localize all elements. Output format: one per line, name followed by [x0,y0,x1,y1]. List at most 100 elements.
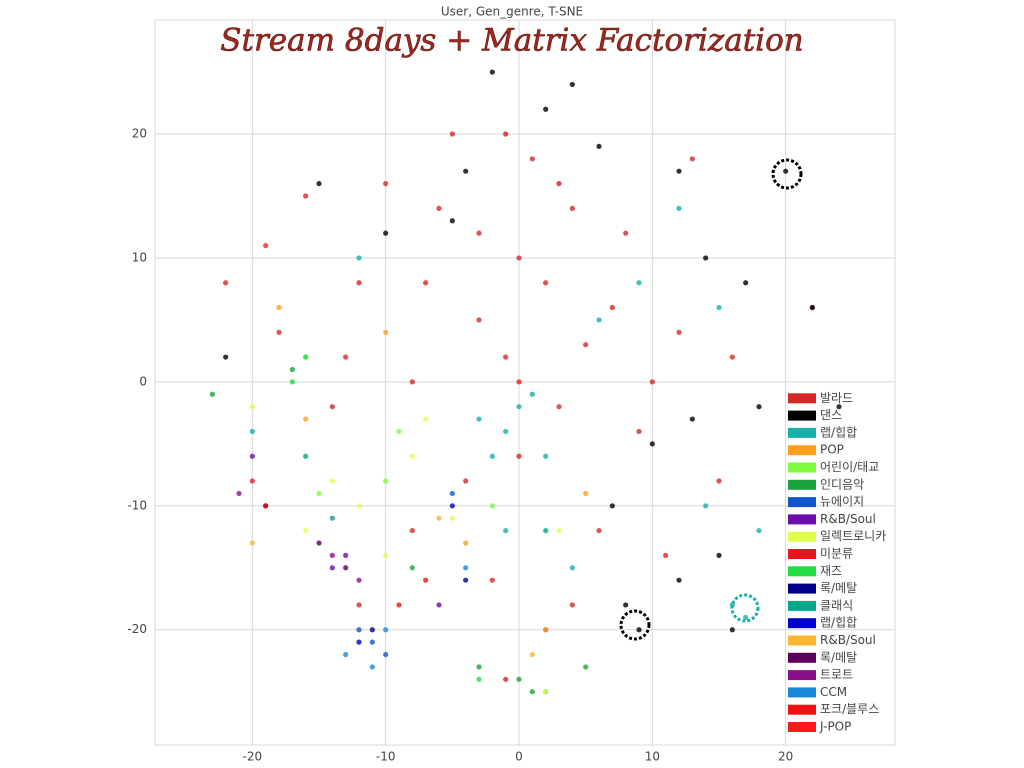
point [569,565,575,571]
point [303,416,309,422]
point [636,280,642,286]
point [276,304,282,311]
point [409,379,415,385]
point [303,354,309,360]
y-tick-label: 10 [132,250,147,264]
highlight-ring [619,609,651,641]
point [716,304,722,311]
legend-swatch [788,427,816,438]
y-tick-label: 20 [132,127,147,141]
point [609,503,615,509]
y-tick-label: -20 [127,622,147,636]
legend-label: POP [820,443,844,457]
point [476,664,482,670]
point [743,280,749,286]
legend-swatch [788,566,816,577]
point [409,565,415,571]
point [249,428,255,435]
legend-label: 일렉트로니카 [820,529,886,543]
point [356,280,362,286]
point [436,205,442,211]
point [676,577,682,583]
point [396,428,402,435]
point [556,527,562,534]
point [636,627,642,633]
highlight-ring [771,158,803,190]
legend-swatch [788,462,816,473]
point [516,255,522,261]
x-tick-label: -20 [243,750,263,764]
point [409,527,415,534]
point [543,527,549,534]
legend-label: 미분류 [820,547,853,561]
point [263,242,269,249]
point [476,676,482,682]
point [476,317,482,323]
legend-label: 댄스 [820,408,842,422]
point [383,180,389,187]
point [583,342,589,348]
point [463,565,469,571]
point [343,565,349,571]
point [623,602,629,608]
point [303,193,309,199]
point [449,515,455,521]
point [303,453,309,459]
annotation: Stream 8days + Matrix Factorization [220,23,803,59]
point [463,168,469,174]
point [716,478,722,484]
legend-swatch [788,549,816,559]
point [209,391,215,397]
point [543,689,549,695]
point [756,404,762,410]
point [369,664,375,670]
point [463,478,469,484]
point [583,664,589,670]
point [503,676,509,682]
legend-label: 어린이/태교 [820,460,879,474]
legend-label: 클래식 [820,598,853,612]
point [516,379,522,385]
point [516,453,522,459]
legend-swatch [788,583,816,594]
point [623,230,629,236]
point [316,180,322,187]
point [516,404,522,410]
point [329,565,335,571]
point [223,280,229,286]
x-tick-label: 10 [645,750,660,764]
point [476,416,482,422]
point [743,614,749,620]
legend-label: R&B/Soul [820,512,876,526]
point [703,255,709,261]
point [356,577,362,583]
legend-swatch [788,652,816,663]
legend-label: R&B/Soul [820,633,876,647]
plot-frame [154,19,896,746]
point [369,627,375,633]
legend-swatch [788,618,816,629]
point [383,627,389,633]
point [569,602,575,608]
legend-swatch [788,687,816,698]
point [503,527,509,534]
legend-label: 인디음악 [820,477,864,491]
point [649,379,655,385]
point [543,106,549,112]
point [356,639,362,645]
point [449,503,455,509]
point [503,428,509,435]
legend-swatch [788,514,816,525]
point [383,230,389,236]
point [716,552,722,558]
legend-label: 트로트 [820,668,853,682]
legend-swatch [788,722,816,732]
point [396,602,402,608]
point [503,131,509,137]
point [529,651,535,658]
y-tick-label: 0 [139,374,147,388]
legend-swatch [788,704,816,715]
point [596,527,602,534]
legend-swatch [788,635,816,646]
